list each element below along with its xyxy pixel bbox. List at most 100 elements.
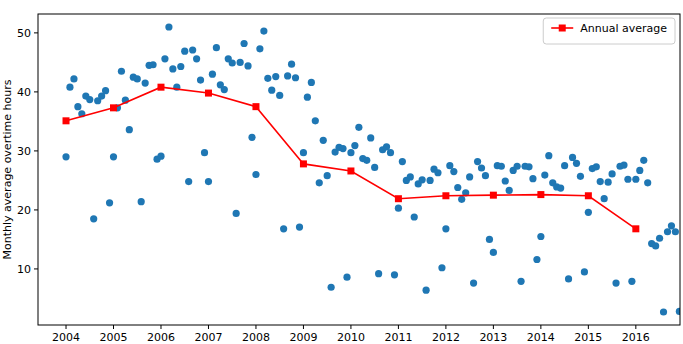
scatter-point: [434, 169, 441, 176]
x-tick-label: 2011: [384, 331, 412, 344]
scatter-point: [240, 40, 247, 47]
scatter-point: [62, 153, 69, 160]
scatter-point: [363, 157, 370, 164]
x-tick: [445, 325, 446, 329]
x-tick-label: 2006: [147, 331, 175, 344]
scatter-point: [664, 228, 671, 235]
scatter-point: [308, 79, 315, 86]
scatter-point: [593, 163, 600, 170]
y-tick-label: 50: [17, 27, 31, 40]
scatter-point: [70, 75, 77, 82]
x-tick-label: 2012: [432, 331, 460, 344]
line-marker: [537, 191, 544, 198]
scatter-point: [620, 161, 627, 168]
scatter-point: [597, 178, 604, 185]
y-tick-label: 40: [17, 86, 31, 99]
scatter-point: [608, 170, 615, 177]
scatter-point: [601, 195, 608, 202]
x-tick: [208, 325, 209, 329]
scatter-point: [233, 210, 240, 217]
scatter-point: [442, 225, 449, 232]
scatter-point: [126, 126, 133, 133]
scatter-point: [161, 55, 168, 62]
scatter-point: [605, 179, 612, 186]
x-tick: [635, 325, 636, 329]
scatter-point: [157, 153, 164, 160]
scatter-point: [407, 173, 414, 180]
x-tick-label: 2013: [479, 331, 507, 344]
line-marker: [205, 90, 212, 97]
chart: 2004200520062007200820092010201120122013…: [0, 0, 683, 344]
line-marker: [442, 192, 449, 199]
scatter-point: [165, 23, 172, 30]
scatter-point: [197, 76, 204, 83]
scatter-point: [581, 268, 588, 275]
scatter-point: [351, 142, 358, 149]
scatter-point: [514, 163, 521, 170]
plot-frame: [38, 14, 680, 325]
scatter-point: [652, 242, 659, 249]
scatter-point: [244, 62, 251, 69]
x-tick-label: 2010: [337, 331, 365, 344]
y-tick: [34, 32, 38, 33]
scatter-point: [118, 68, 125, 75]
scatter-point: [466, 173, 473, 180]
scatter-point: [185, 178, 192, 185]
scatter-point: [292, 74, 299, 81]
scatter-point: [339, 145, 346, 152]
plot-data: [62, 23, 680, 315]
scatter-point: [134, 75, 141, 82]
x-tick: [588, 325, 589, 329]
scatter-point: [458, 196, 465, 203]
x-tick-label: 2007: [194, 331, 222, 344]
line-marker: [585, 192, 592, 199]
scatter-point: [656, 235, 663, 242]
y-tick: [34, 91, 38, 92]
x-tick: [493, 325, 494, 329]
x-tick: [160, 325, 161, 329]
scatter-point: [628, 278, 635, 285]
scatter-point: [419, 176, 426, 183]
x-tick-label: 2005: [100, 331, 128, 344]
scatter-point: [454, 184, 461, 191]
scatter-point: [367, 134, 374, 141]
scatter-point: [102, 87, 109, 94]
scatter-point: [438, 264, 445, 271]
scatter-point: [478, 164, 485, 171]
scatter-point: [90, 215, 97, 222]
scatter-point: [169, 65, 176, 72]
scatter-point: [193, 55, 200, 62]
scatter-point: [189, 46, 196, 53]
y-tick-label: 20: [17, 204, 31, 217]
scatter-point: [296, 223, 303, 230]
scatter-point: [213, 44, 220, 51]
legend-label: Annual average: [580, 22, 667, 35]
x-tick-label: 2016: [622, 331, 650, 344]
line-marker: [252, 103, 259, 110]
scatter-point: [660, 308, 667, 315]
x-tick: [255, 325, 256, 329]
scatter-point: [328, 284, 335, 291]
y-tick-label: 30: [17, 145, 31, 158]
legend-marker: [559, 25, 566, 32]
x-tick-label: 2009: [289, 331, 317, 344]
scatter-point: [375, 270, 382, 277]
scatter-point: [304, 94, 311, 101]
scatter-point: [66, 84, 73, 91]
scatter-point: [316, 179, 323, 186]
scatter-point: [672, 228, 679, 235]
scatter-point: [324, 172, 331, 179]
x-tick: [350, 325, 351, 329]
scatter-point: [177, 63, 184, 70]
scatter-point: [624, 176, 631, 183]
line-marker: [490, 192, 497, 199]
scatter-point: [450, 168, 457, 175]
scatter-point: [110, 153, 117, 160]
legend-box: [543, 18, 675, 44]
scatter-point: [347, 149, 354, 156]
scatter-point: [585, 209, 592, 216]
scatter-point: [74, 103, 81, 110]
scatter-point: [181, 48, 188, 55]
scatter-point: [561, 162, 568, 169]
scatter-point: [411, 213, 418, 220]
